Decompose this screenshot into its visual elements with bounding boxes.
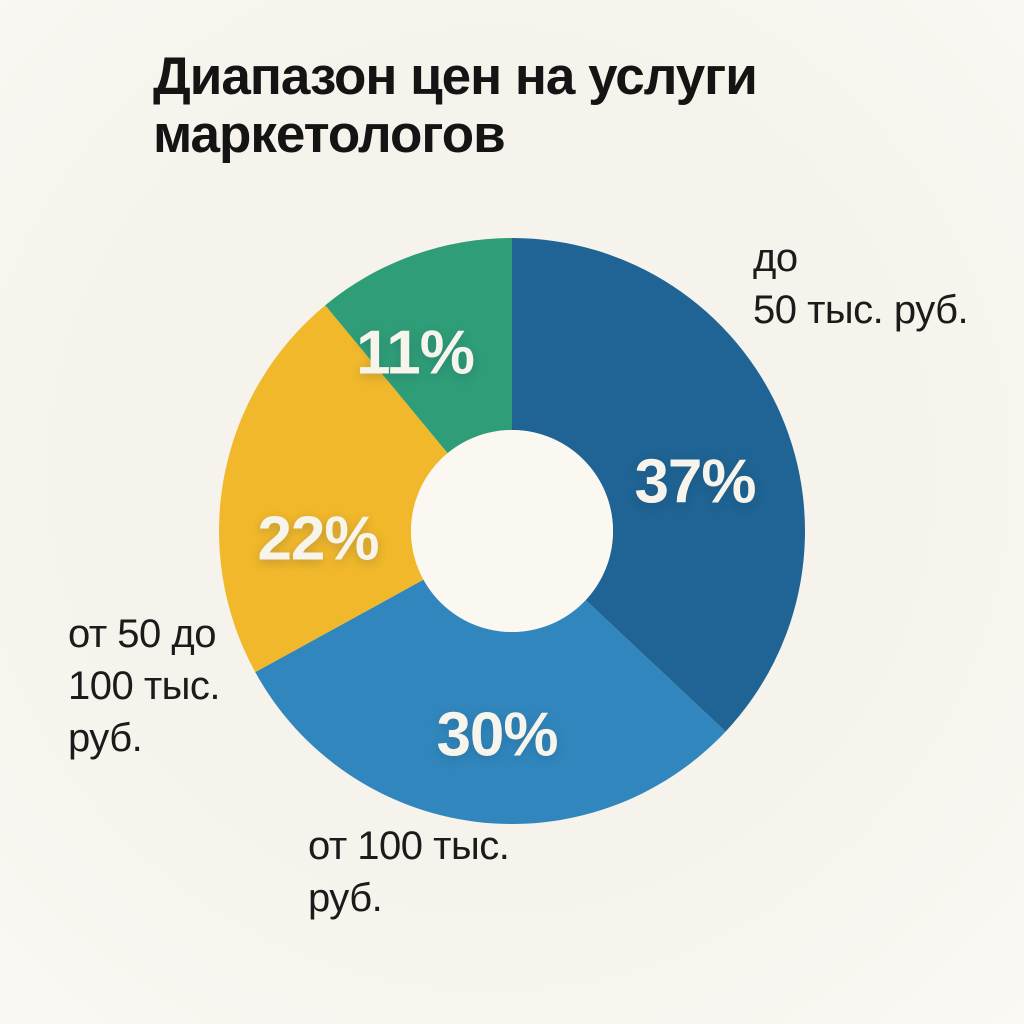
slice-percent-up-to-50k: 37%: [634, 447, 756, 517]
slice-percent-green: 11%: [356, 318, 475, 388]
slice-percent-from-100k: 30%: [436, 700, 558, 770]
segment-label-up-to-50k: до 50 тыс. руб.: [753, 236, 969, 332]
segment-label-from-100k: от 100 тыс. руб.: [308, 824, 510, 920]
segment-label-50k-to-100k: от 50 до 100 тыс. руб.: [68, 612, 221, 760]
donut-hole: [411, 430, 613, 632]
pie-slice-up-to-50k: [512, 238, 805, 732]
slice-percent-50k-to-100k: 22%: [257, 504, 379, 574]
pie-slice-green-11: [325, 238, 512, 454]
pie-slice-50k-to-100k: [218, 305, 448, 673]
pie-slice-from-100k: [255, 579, 726, 825]
chart-title: Диапазон цен на услуги маркетологов: [153, 47, 758, 165]
